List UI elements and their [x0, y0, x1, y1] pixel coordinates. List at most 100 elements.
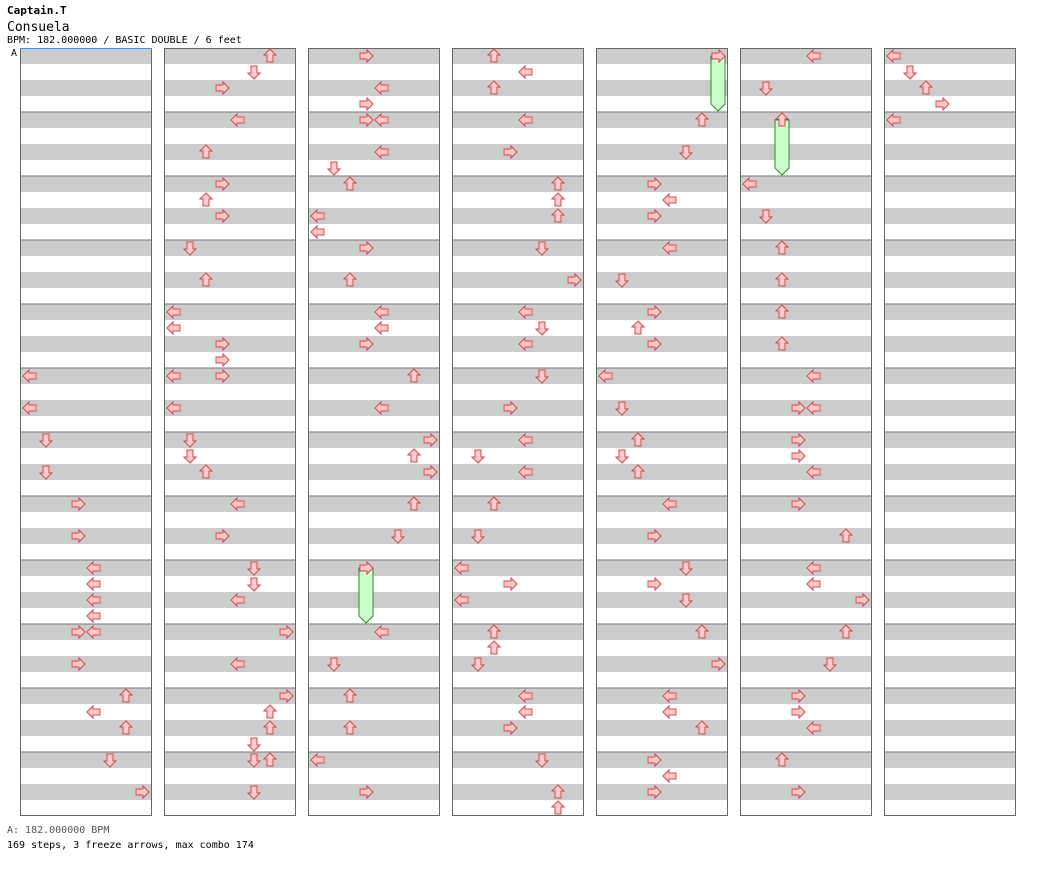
right-arrow-icon	[215, 336, 230, 352]
left-arrow-icon	[454, 560, 469, 576]
beat-band	[596, 48, 728, 64]
left-arrow-icon	[230, 656, 245, 672]
down-arrow-icon	[102, 753, 118, 768]
left-arrow-icon	[374, 400, 389, 416]
beat-band	[20, 624, 152, 640]
right-arrow-icon	[135, 784, 150, 800]
down-arrow-icon	[678, 145, 694, 160]
beat-band	[164, 784, 296, 800]
right-arrow-icon	[359, 48, 374, 64]
left-arrow-icon	[86, 592, 101, 608]
down-arrow-icon	[246, 577, 262, 592]
right-arrow-icon	[215, 528, 230, 544]
beat-band	[20, 80, 152, 96]
left-arrow-icon	[518, 704, 533, 720]
left-arrow-icon	[166, 320, 181, 336]
beat-band	[740, 560, 872, 576]
right-arrow-icon	[791, 432, 806, 448]
up-arrow-icon	[774, 240, 790, 255]
beat-band	[20, 496, 152, 512]
step-stats: 169 steps, 3 freeze arrows, max combo 17…	[7, 840, 254, 851]
song-title: Consuela	[7, 20, 70, 35]
up-arrow-icon	[198, 144, 214, 159]
left-arrow-icon	[886, 48, 901, 64]
beat-band	[452, 368, 584, 384]
step-chart	[20, 48, 1016, 816]
left-arrow-icon	[230, 496, 245, 512]
right-arrow-icon	[567, 272, 582, 288]
beat-band	[164, 112, 296, 128]
beat-band	[884, 432, 1016, 448]
down-arrow-icon	[678, 593, 694, 608]
beat-band	[452, 624, 584, 640]
down-arrow-icon	[326, 161, 342, 176]
beat-band	[308, 784, 440, 800]
beat-band	[164, 464, 296, 480]
beat-band	[884, 240, 1016, 256]
beat-band	[164, 496, 296, 512]
right-arrow-icon	[215, 80, 230, 96]
left-arrow-icon	[518, 464, 533, 480]
beat-band	[884, 208, 1016, 224]
up-arrow-icon	[342, 176, 358, 191]
left-arrow-icon	[518, 112, 533, 128]
beat-band	[596, 176, 728, 192]
beat-band	[596, 112, 728, 128]
beat-band	[164, 528, 296, 544]
column-border	[308, 48, 440, 816]
beat-band	[596, 272, 728, 288]
up-arrow-icon	[630, 320, 646, 335]
down-arrow-icon	[182, 241, 198, 256]
down-arrow-icon	[246, 737, 262, 752]
beat-band	[164, 400, 296, 416]
freeze-arrow	[710, 55, 726, 112]
beat-band	[884, 304, 1016, 320]
freeze-arrow	[358, 567, 374, 624]
beat-band	[740, 368, 872, 384]
beat-band	[20, 592, 152, 608]
left-arrow-icon	[22, 400, 37, 416]
beat-band	[20, 432, 152, 448]
right-arrow-icon	[359, 784, 374, 800]
right-arrow-icon	[647, 304, 662, 320]
right-arrow-icon	[647, 176, 662, 192]
right-arrow-icon	[71, 528, 86, 544]
beat-band	[452, 304, 584, 320]
left-arrow-icon	[454, 592, 469, 608]
beat-band	[740, 784, 872, 800]
down-arrow-icon	[534, 321, 550, 336]
column-border	[740, 48, 872, 816]
up-arrow-icon	[774, 304, 790, 319]
left-arrow-icon	[374, 304, 389, 320]
left-arrow-icon	[806, 368, 821, 384]
beat-band	[164, 624, 296, 640]
right-arrow-icon	[359, 336, 374, 352]
down-arrow-icon	[470, 449, 486, 464]
beat-band	[884, 528, 1016, 544]
left-arrow-icon	[310, 208, 325, 224]
beat-band	[20, 208, 152, 224]
beat-band	[20, 272, 152, 288]
beat-band	[20, 688, 152, 704]
up-arrow-icon	[342, 272, 358, 287]
down-arrow-icon	[246, 753, 262, 768]
right-arrow-icon	[215, 176, 230, 192]
beat-band	[164, 272, 296, 288]
down-arrow-icon	[182, 433, 198, 448]
right-arrow-icon	[503, 576, 518, 592]
beat-band	[308, 688, 440, 704]
beat-band	[164, 368, 296, 384]
beat-band	[884, 720, 1016, 736]
beat-band	[596, 656, 728, 672]
left-arrow-icon	[518, 688, 533, 704]
left-arrow-icon	[662, 496, 677, 512]
left-arrow-icon	[22, 368, 37, 384]
beat-band	[20, 528, 152, 544]
right-arrow-icon	[791, 704, 806, 720]
left-arrow-icon	[374, 320, 389, 336]
beat-band	[596, 720, 728, 736]
up-arrow-icon	[118, 688, 134, 703]
beat-band	[740, 272, 872, 288]
beat-band	[596, 752, 728, 768]
right-arrow-icon	[359, 560, 374, 576]
